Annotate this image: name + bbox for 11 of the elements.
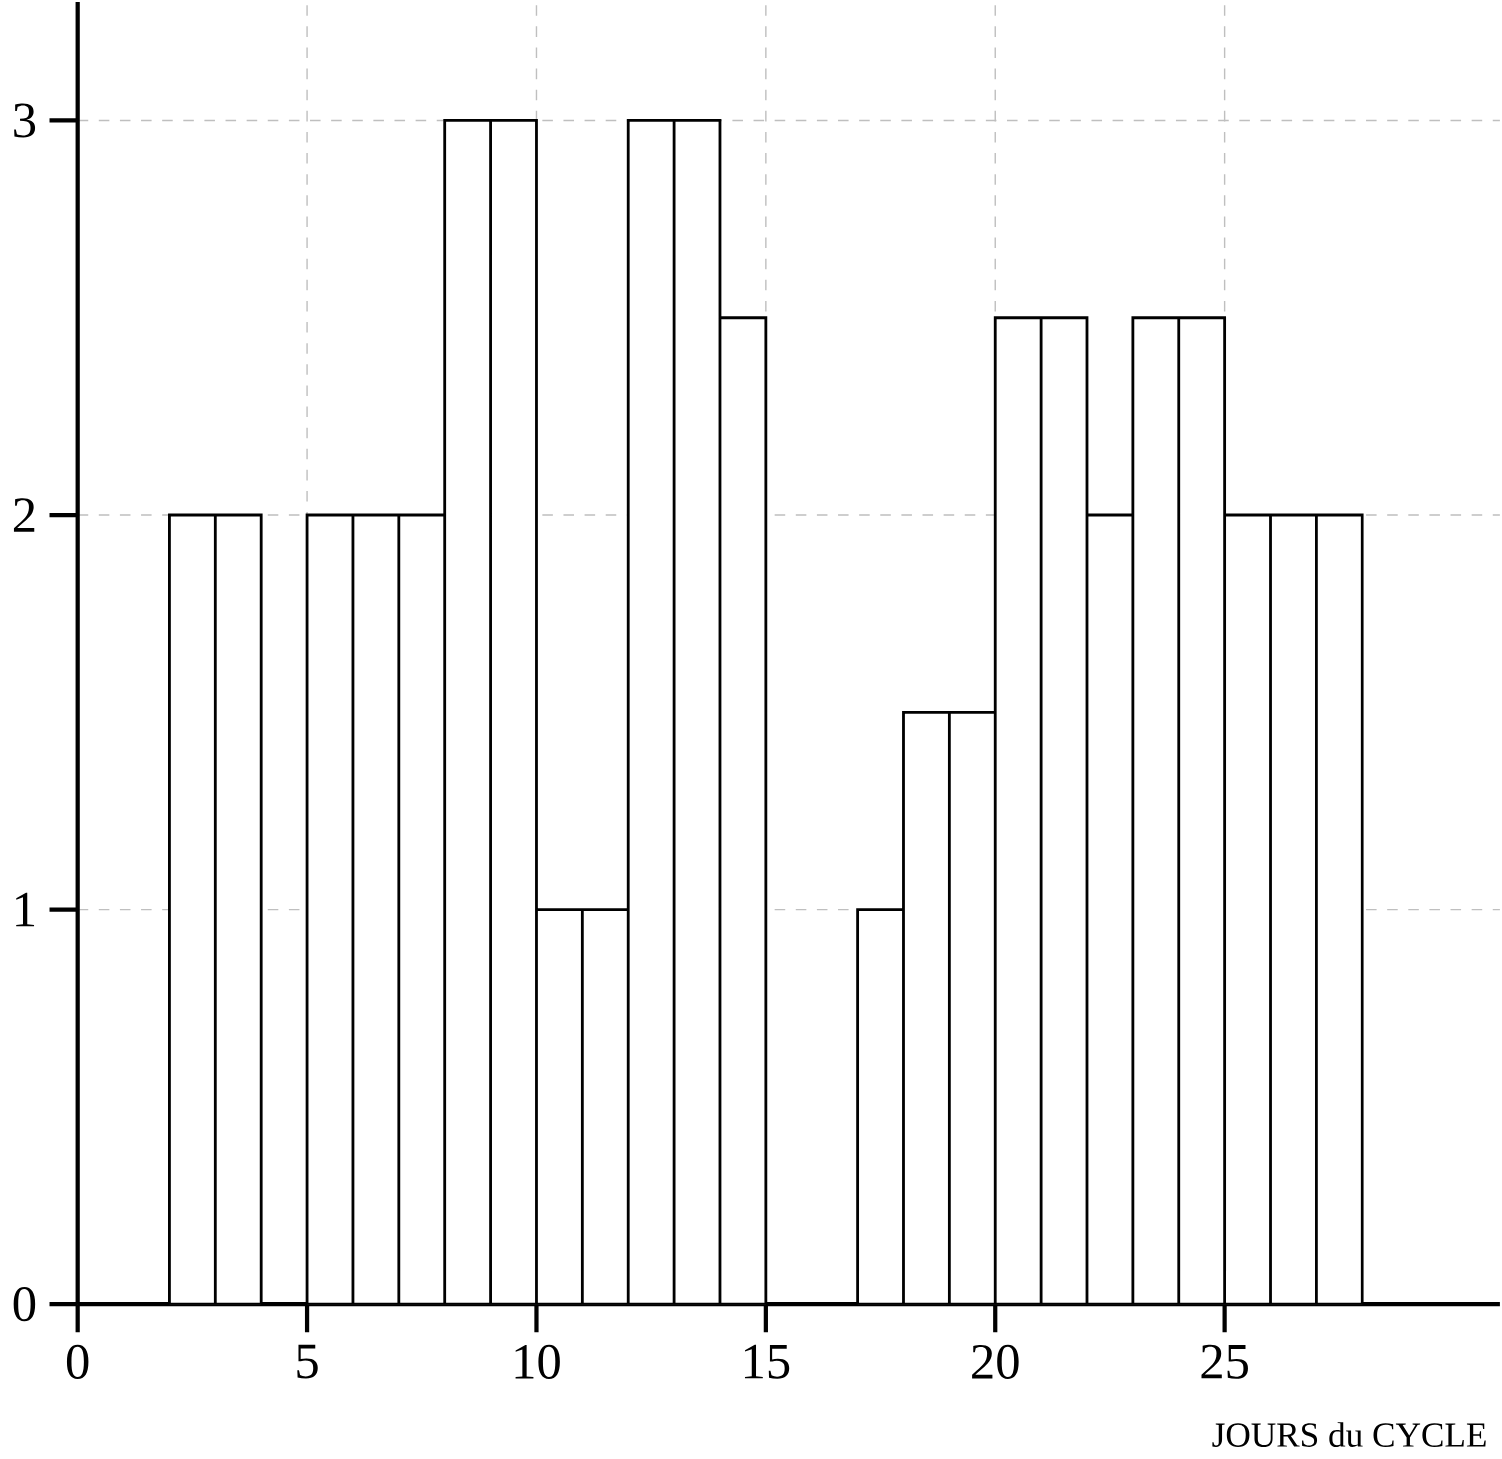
x-tick-label: 10 [515, 1344, 560, 1380]
x-tick-label: 0 [66, 1344, 89, 1380]
x-tick-label: 15 [744, 1344, 790, 1379]
y-tick-label: 2 [13, 498, 35, 532]
x-tick-label: 5 [297, 1344, 318, 1379]
x-tick-label: 20 [972, 1344, 1019, 1380]
y-tick-label: 1 [16, 893, 35, 927]
y-tick-label: 3 [14, 103, 36, 138]
x-tick-label: 25 [1201, 1344, 1248, 1379]
x-axis-title: JOURS du CYCLE [1212, 1422, 1486, 1448]
y-tick-label: 0 [13, 1287, 36, 1322]
